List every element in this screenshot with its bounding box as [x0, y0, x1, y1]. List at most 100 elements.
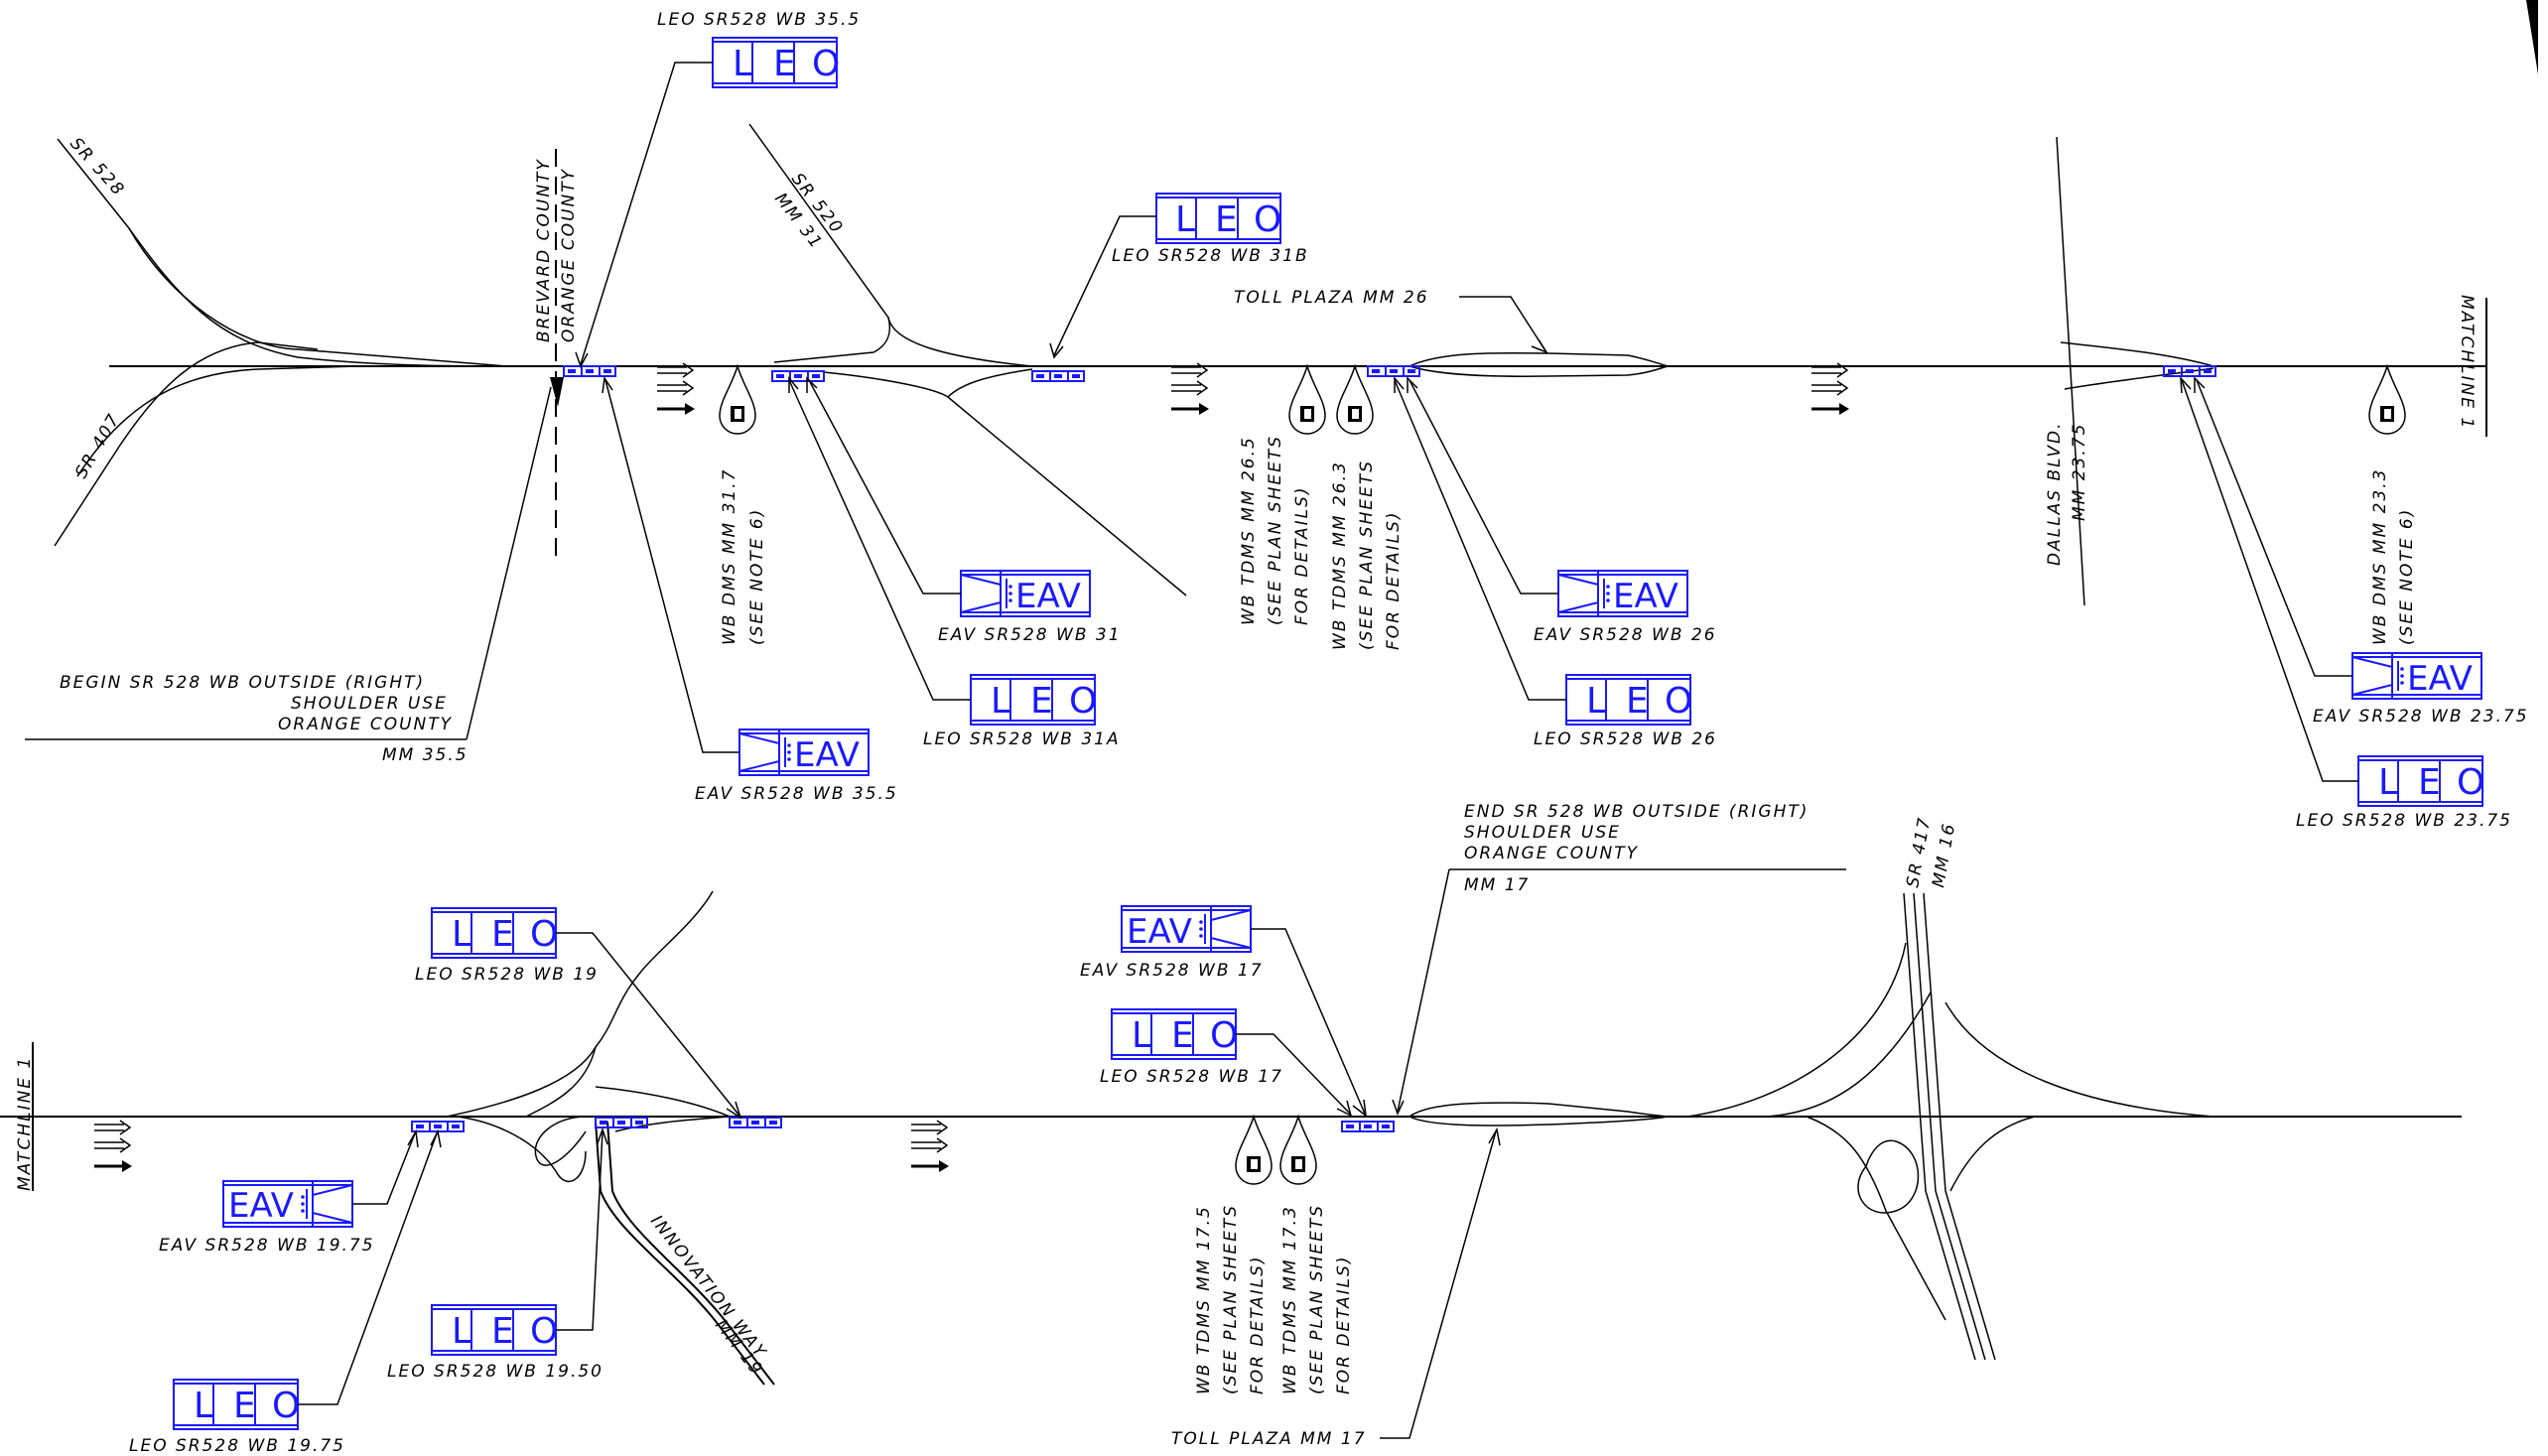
toll-plaza-17-lanes	[1408, 1102, 1669, 1126]
tdms-icon-173	[1279, 1116, 1317, 1185]
svg-text:O: O	[1210, 1015, 1238, 1056]
label-leo-1975: LEO SR528 WB 19.75	[129, 1436, 345, 1456]
svg-text:E: E	[491, 914, 514, 955]
label-matchline-bottom: MATCHLINE 1	[15, 1056, 35, 1191]
svg-text:O: O	[812, 44, 840, 84]
svg-text:E: E	[1215, 199, 1238, 240]
svg-text:O: O	[1254, 199, 1281, 240]
label-toll-26: TOLL PLAZA MM 26	[1234, 288, 1429, 308]
sign-icon-19	[729, 1117, 782, 1128]
label-eav-2375: EAV SR528 WB 23.75	[2313, 707, 2529, 727]
label-mm2375: MM 23.75	[2070, 423, 2089, 521]
direction-arrows-2	[1169, 361, 1211, 417]
label-leo-1950: LEO SR528 WB 19.50	[387, 1362, 603, 1382]
svg-text:EAV: EAV	[228, 1186, 294, 1226]
sign-icon-31b	[1031, 370, 1085, 382]
label-dms-233: WB DMS MM 23.3	[2370, 468, 2390, 645]
label-matchline-top: MATCHLINE 1	[2457, 295, 2477, 430]
svg-text:SHOULDER USE: SHOULDER USE	[291, 694, 448, 714]
svg-text:FOR DETAILS): FOR DETAILS)	[1248, 1255, 1268, 1394]
sign-icon-31	[771, 370, 825, 382]
label-toll-17: TOLL PLAZA MM 17	[1171, 1429, 1367, 1449]
label-innovation: INNOVATION WAY	[646, 1212, 770, 1363]
svg-text:E: E	[1171, 1015, 1194, 1056]
svg-text:L: L	[452, 914, 471, 955]
svg-text:MM 17: MM 17	[1464, 875, 1530, 895]
innovation-way	[595, 1121, 765, 1386]
svg-text:L: L	[194, 1386, 213, 1426]
svg-text:EAV: EAV	[2407, 659, 2473, 699]
svg-text:L: L	[452, 1311, 471, 1352]
label-leo-355: LEO SR528 WB 35.5	[657, 10, 861, 30]
svg-text:L: L	[1175, 199, 1195, 240]
svg-text:O: O	[530, 1311, 558, 1352]
direction-arrows-4	[92, 1119, 134, 1174]
svg-text:L: L	[991, 681, 1010, 722]
svg-text:FOR DETAILS): FOR DETAILS)	[1384, 510, 1404, 650]
dms-icon-317	[719, 365, 756, 435]
direction-arrows-1	[655, 361, 697, 417]
tdms-icon-175	[1235, 1116, 1273, 1185]
svg-text:E: E	[1030, 681, 1053, 722]
svg-text:L: L	[733, 44, 752, 84]
svg-text:O: O	[272, 1386, 300, 1426]
label-eav-1975: EAV SR528 WB 19.75	[159, 1236, 375, 1256]
label-leo-17: LEO SR528 WB 17	[1100, 1067, 1283, 1087]
label-tdms-265: WB TDMS MM 26.5	[1239, 436, 1259, 625]
svg-text:O: O	[1665, 681, 1692, 722]
svg-text:(SEE NOTE 6): (SEE NOTE 6)	[2397, 508, 2417, 645]
label-end-shoulder: END SR 528 WB OUTSIDE (RIGHT)	[1464, 802, 1809, 822]
label-eav-355: EAV SR528 WB 35.5	[695, 784, 898, 804]
svg-text:O: O	[1069, 681, 1097, 722]
svg-text:(SEE PLAN SHEETS: (SEE PLAN SHEETS	[1307, 1204, 1327, 1394]
label-orange: ORANGE COUNTY	[559, 168, 579, 342]
direction-arrows-5	[909, 1119, 951, 1174]
svg-text:E: E	[491, 1311, 514, 1352]
sign-icon-355	[563, 365, 616, 377]
svg-text:MM 35.5: MM 35.5	[382, 745, 469, 765]
dms-icon-233	[2368, 365, 2406, 435]
innovation-way-road	[446, 890, 714, 1118]
label-leo-31a: LEO SR528 WB 31A	[923, 729, 1121, 749]
label-eav-17: EAV SR528 WB 17	[1080, 961, 1264, 981]
sr417-road	[1903, 892, 1976, 1361]
svg-text:ORANGE COUNTY: ORANGE COUNTY	[278, 715, 453, 734]
sign-icon-26	[1367, 365, 1420, 377]
svg-text:E: E	[233, 1386, 256, 1426]
svg-text:(SEE PLAN SHEETS: (SEE PLAN SHEETS	[1221, 1204, 1241, 1394]
label-dms-317: WB DMS MM 31.7	[720, 468, 739, 645]
svg-text:EAV: EAV	[794, 735, 860, 775]
svg-text:L: L	[2378, 762, 2398, 803]
svg-text:SHOULDER USE: SHOULDER USE	[1464, 823, 1621, 843]
label-eav-31: EAV SR528 WB 31	[938, 625, 1122, 645]
svg-text:(SEE NOTE 6): (SEE NOTE 6)	[747, 508, 767, 645]
svg-text:FOR DETAILS): FOR DETAILS)	[1334, 1255, 1354, 1394]
svg-text:O: O	[2457, 762, 2484, 803]
label-sr407: SR 407	[71, 410, 125, 482]
svg-text:E: E	[773, 44, 796, 84]
label-sr528: SR 528	[66, 134, 128, 200]
label-tdms-173: WB TDMS MM 17.3	[1280, 1205, 1300, 1394]
label-dallas: DALLAS BLVD.	[2045, 421, 2065, 566]
svg-text:FOR DETAILS): FOR DETAILS)	[1292, 485, 1312, 625]
svg-text:EAV: EAV	[1613, 577, 1678, 616]
label-mm16: MM 16	[1929, 821, 1959, 889]
svg-text:L: L	[1586, 681, 1606, 722]
label-leo-31b: LEO SR528 WB 31B	[1112, 246, 1309, 266]
label-leo-2375: LEO SR528 WB 23.75	[2296, 811, 2512, 831]
svg-text:EAV: EAV	[1015, 577, 1081, 616]
toll-plaza-26-lanes	[1408, 351, 1671, 377]
label-tdms-263: WB TDMS MM 26.3	[1330, 461, 1350, 650]
sign-icon-2375	[2163, 365, 2216, 377]
svg-text:E: E	[1626, 681, 1649, 722]
direction-arrows-3	[1810, 361, 1851, 417]
sr528-ramp	[57, 138, 517, 367]
svg-text:(SEE PLAN SHEETS: (SEE PLAN SHEETS	[1357, 460, 1377, 650]
svg-text:EAV: EAV	[1127, 912, 1192, 952]
label-begin-shoulder: BEGIN SR 528 WB OUTSIDE (RIGHT)	[60, 673, 425, 693]
label-brevard: BREVARD COUNTY	[534, 158, 554, 342]
svg-text:E: E	[2418, 762, 2441, 803]
label-leo-19: LEO SR528 WB 19	[415, 965, 599, 985]
